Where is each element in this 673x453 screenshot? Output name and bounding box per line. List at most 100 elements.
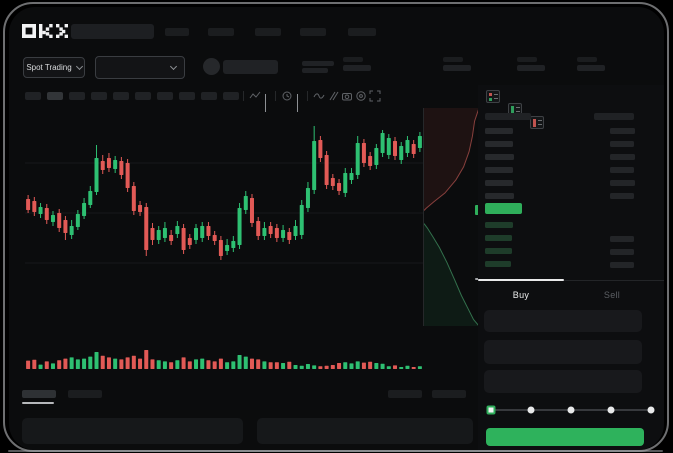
buy-tab-indicator <box>478 279 564 281</box>
orderbook-row[interactable] <box>485 167 513 173</box>
nav-item-placeholder[interactable] <box>255 28 281 36</box>
last-price-placeholder <box>223 60 278 74</box>
chart-type-icon[interactable] <box>249 90 261 102</box>
fullscreen-icon[interactable] <box>369 90 381 102</box>
coin-avatar[interactable] <box>203 58 220 75</box>
nav-item-placeholder[interactable] <box>208 28 234 36</box>
depth-price-marker <box>475 205 480 215</box>
timeframe-button[interactable] <box>25 92 41 100</box>
market-selector-label: Spot Trading <box>26 63 72 72</box>
nav-item-placeholder[interactable] <box>300 28 326 36</box>
amount-slider[interactable] <box>486 403 655 417</box>
tab-sell[interactable]: Sell <box>569 290 655 300</box>
toolbar-divider <box>243 91 244 101</box>
interval-icon[interactable] <box>281 90 293 102</box>
settings-icon[interactable] <box>355 90 367 102</box>
slider-stop[interactable] <box>527 406 535 414</box>
timeframe-button[interactable] <box>47 92 63 100</box>
depth-divider <box>423 108 424 326</box>
bid-rows-right[interactable] <box>610 236 634 275</box>
toolbar-divider <box>307 91 308 101</box>
stat-label-placeholder <box>443 57 463 62</box>
orderbook-row[interactable] <box>610 154 635 160</box>
orderbook-row[interactable] <box>485 180 513 186</box>
ask-rows-left[interactable] <box>485 128 514 206</box>
orderbook-row[interactable] <box>610 249 634 255</box>
orderbook-row[interactable] <box>610 128 635 134</box>
order-input-field[interactable] <box>484 340 642 364</box>
slider-stop[interactable] <box>607 406 615 414</box>
stat-value-placeholder <box>343 65 371 71</box>
orderbook-row[interactable] <box>485 235 512 241</box>
orderbook-header-placeholder <box>594 113 634 120</box>
ask-rows-right[interactable] <box>610 128 635 206</box>
orderbook-row[interactable] <box>485 154 514 160</box>
bottom-tab-active-placeholder[interactable] <box>22 390 56 398</box>
chevron-down-icon <box>169 62 178 71</box>
timeframe-button[interactable] <box>135 92 151 100</box>
order-input-field[interactable] <box>484 310 642 332</box>
stat-value-placeholder <box>577 65 605 71</box>
orderbook-split-icon[interactable] <box>486 90 500 103</box>
stat-label-placeholder <box>517 57 537 62</box>
change-line-placeholder <box>302 61 334 66</box>
stat-label-placeholder <box>577 57 597 62</box>
orderbook-row[interactable] <box>610 193 634 199</box>
depth-cursor-tick <box>475 278 480 280</box>
slider-stop[interactable] <box>647 406 655 414</box>
device-bottom-edge <box>8 450 663 452</box>
last-price-bar[interactable] <box>485 203 522 214</box>
orderbook-row[interactable] <box>610 167 634 173</box>
bottom-action-placeholder[interactable] <box>388 390 422 398</box>
nav-item-placeholder[interactable] <box>165 28 189 36</box>
chevron-down-icon <box>75 62 83 71</box>
timeframe-button[interactable] <box>157 92 173 100</box>
indicator-wave-icon[interactable] <box>313 90 325 102</box>
tab-track <box>478 280 664 281</box>
bottom-panel <box>22 418 243 444</box>
orderbook-row[interactable] <box>485 193 514 199</box>
orderbook-row[interactable] <box>610 141 634 147</box>
bottom-action-placeholder[interactable] <box>432 390 466 398</box>
okx-logo <box>22 23 68 40</box>
orderbook-row[interactable] <box>485 141 513 147</box>
nav-item-placeholder[interactable] <box>348 28 376 36</box>
order-input-field[interactable] <box>484 370 642 393</box>
tab-buy[interactable]: Buy <box>478 290 564 300</box>
orderbook-row[interactable] <box>485 261 511 267</box>
timeframe-button[interactable] <box>201 92 217 100</box>
timeframe-button[interactable] <box>69 92 85 100</box>
orderbook-row[interactable] <box>610 262 634 268</box>
tab-buy-label: Buy <box>512 290 530 300</box>
orderbook-row[interactable] <box>485 248 512 254</box>
stat-value-placeholder <box>443 65 471 71</box>
trading-app: Spot Trading <box>9 7 664 450</box>
slider-handle[interactable] <box>486 405 496 415</box>
search-input[interactable] <box>71 24 154 39</box>
bid-rows-left[interactable] <box>485 222 513 274</box>
orderbook-row[interactable] <box>610 180 635 186</box>
orderbook-row[interactable] <box>485 128 513 134</box>
depth-overlay <box>424 108 479 326</box>
orderbook-header-placeholder <box>485 113 531 120</box>
bottom-tab-placeholder[interactable] <box>68 390 102 398</box>
pair-dropdown[interactable] <box>95 56 185 79</box>
orderbook-row[interactable] <box>485 222 513 228</box>
orderbook-asks-icon[interactable] <box>530 116 544 129</box>
slider-stop[interactable] <box>567 406 575 414</box>
orderbook-row[interactable] <box>610 236 634 242</box>
compare-icon[interactable] <box>327 90 339 102</box>
toolbar-divider <box>275 91 276 101</box>
timeframe-button[interactable] <box>113 92 129 100</box>
market-selector-button[interactable]: Spot Trading <box>23 57 85 78</box>
stat-label-placeholder <box>343 57 363 62</box>
timeframe-button[interactable] <box>179 92 195 100</box>
timeframe-button[interactable] <box>223 92 239 100</box>
candlestick-chart[interactable] <box>25 106 423 328</box>
camera-icon[interactable] <box>341 90 353 102</box>
submit-buy-button[interactable] <box>486 428 644 446</box>
stat-value-placeholder <box>517 65 545 71</box>
okx-logo-glyph <box>22 24 68 38</box>
change-line-placeholder <box>302 68 328 73</box>
timeframe-button[interactable] <box>91 92 107 100</box>
